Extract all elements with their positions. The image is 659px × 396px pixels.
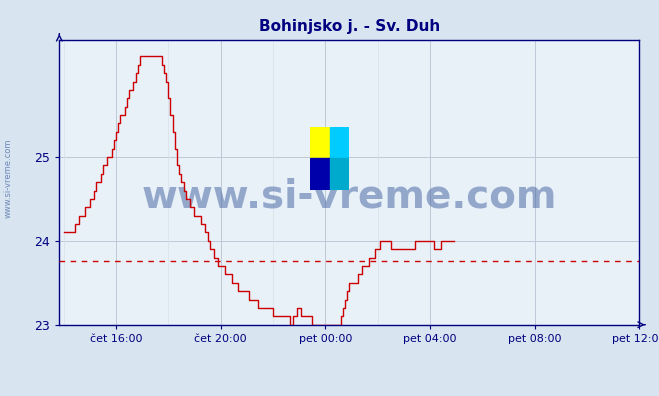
Bar: [310, 127, 330, 158]
Text: www.si-vreme.com: www.si-vreme.com: [142, 177, 557, 215]
Bar: [330, 158, 349, 190]
Bar: [310, 158, 330, 190]
Bar: [330, 127, 349, 158]
Text: www.si-vreme.com: www.si-vreme.com: [3, 139, 13, 218]
Title: Bohinjsko j. - Sv. Duh: Bohinjsko j. - Sv. Duh: [258, 19, 440, 34]
